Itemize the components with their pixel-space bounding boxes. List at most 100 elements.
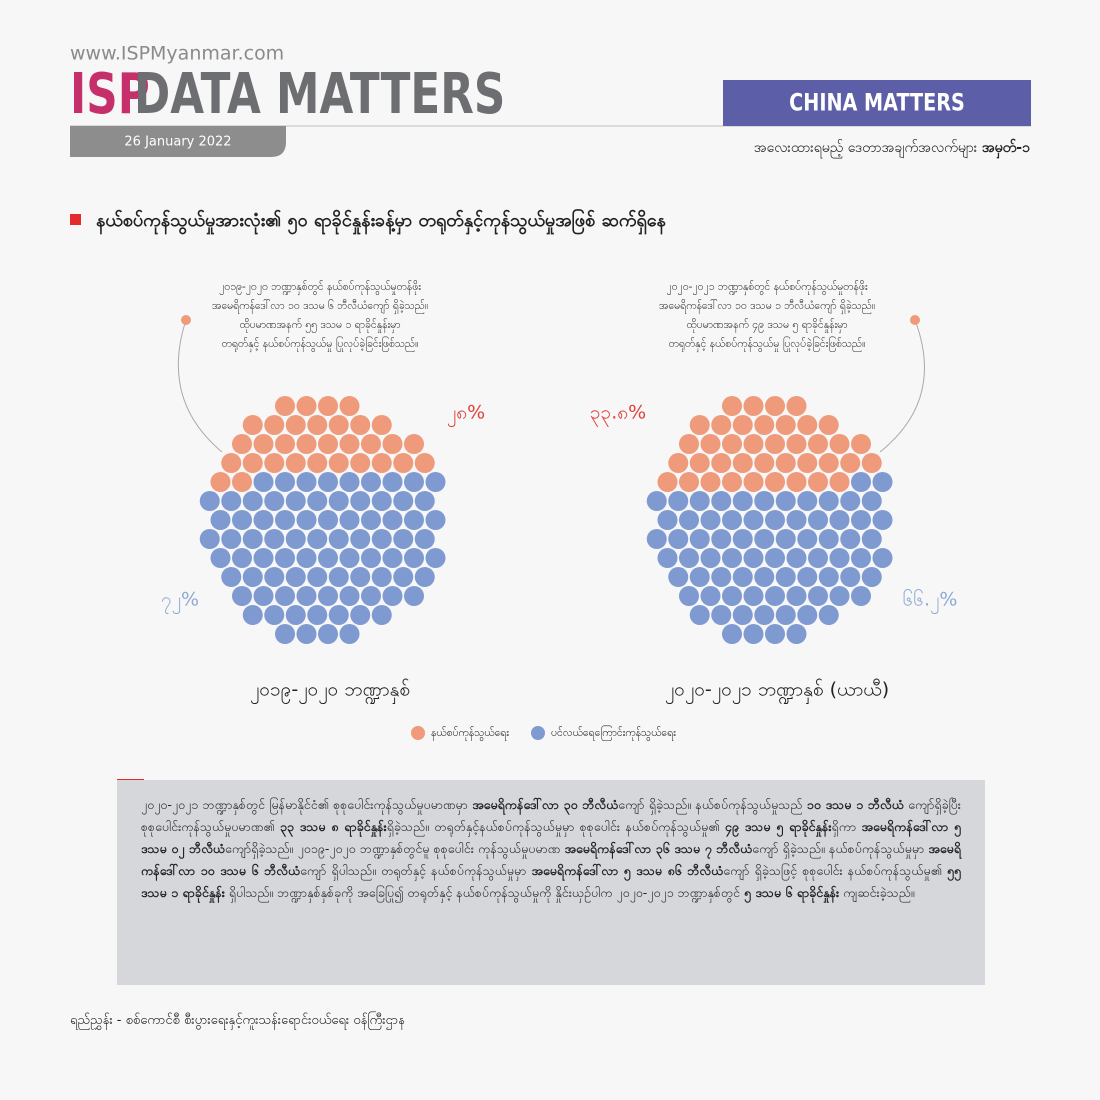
dot (786, 434, 807, 454)
dot (829, 586, 850, 606)
dot (679, 510, 699, 530)
dot (361, 472, 381, 492)
dot (732, 605, 753, 625)
dot (253, 434, 274, 454)
legend-label: ပင်လယ်ရေကြောင်းကုန်သွယ်ရေး (551, 725, 676, 741)
dot (797, 453, 818, 473)
dot (732, 415, 753, 435)
dot (711, 491, 732, 511)
paragraph-text: ၄၉ ဒသမ ၅ ရာခိုင်နှုန်း (724, 819, 832, 834)
dot (414, 529, 435, 549)
dot (808, 548, 828, 568)
dot (264, 605, 285, 625)
dot (754, 491, 775, 511)
dot (818, 491, 839, 511)
dot (296, 472, 317, 492)
dot (296, 624, 317, 644)
dot (350, 415, 371, 435)
dot (242, 453, 263, 473)
paragraph-text: အမေရိကန်ဒေါ်လာ ၁၀ ဒသမ ၆ ဘီလီယံ (141, 841, 962, 878)
dot (765, 434, 785, 454)
paragraph-text: ရှိပါသည်။ ဘဏ္ဍာနှစ်နှစ်ခုကို အခြေပြု၍ တရ… (224, 885, 744, 900)
dot (700, 510, 721, 530)
dot (275, 396, 295, 416)
dot (339, 586, 360, 606)
dot (253, 586, 274, 606)
dot (318, 586, 338, 606)
dot (339, 510, 360, 530)
paragraph-text: အမေရိကန်ဒေါ်လာ ၃၀ ဘီလီယံ (472, 797, 619, 812)
paragraph-text: ကျော် ရှိခဲ့သဖြင့် စုစုပေါင်း နယ်စပ်ကုန်… (723, 863, 947, 878)
dot (765, 624, 785, 644)
section-box (723, 80, 1031, 126)
dot (743, 434, 764, 454)
dot (285, 415, 306, 435)
dot (775, 453, 796, 473)
dot (232, 548, 252, 568)
dot (711, 415, 732, 435)
dot (743, 472, 764, 492)
dot (275, 586, 295, 606)
dot (689, 415, 710, 435)
dot (414, 567, 435, 587)
dot (840, 453, 861, 473)
dot (765, 510, 785, 530)
dot (754, 567, 775, 587)
dot (861, 453, 882, 473)
paragraph-text: ရှိခဲ့သည်။ တရုတ်နှင့်နယ်စပ်ကုန်သွယ်မှုမှ… (386, 819, 725, 834)
dot (765, 396, 785, 416)
date: 26 January 2022 (124, 135, 231, 150)
dot (199, 491, 220, 511)
paragraph-text: ကျော် ရှိခဲ့သည်။ နယ်စပ်ကုန်သွယ်မှုသည် (618, 797, 807, 812)
dot (232, 434, 252, 454)
value-label: ၃၃.၈% (590, 402, 646, 428)
dot (328, 567, 349, 587)
connector-dot (910, 315, 920, 325)
value-label: ၆၆.၂% (903, 588, 958, 615)
dot (657, 548, 678, 568)
dot (851, 434, 871, 454)
dot (285, 491, 306, 511)
dot (818, 529, 839, 549)
connector (879, 319, 925, 453)
dot (339, 624, 360, 644)
dot (275, 434, 295, 454)
dot (382, 434, 403, 454)
dot (872, 472, 893, 492)
dot (722, 586, 742, 606)
paragraph-text: ၂၀၂၀-၂၀၂၁ ဘဏ္ဍာနှစ်တွင် မြန်မာနိုင်ငံ၏ စ… (141, 797, 473, 812)
dot (296, 586, 317, 606)
dot (711, 453, 732, 473)
dot (264, 491, 285, 511)
dot (808, 586, 828, 606)
dot (242, 529, 263, 549)
annotation: အမေရိကန်ဒေါ်လာ ၁၀ ဒသမ ၁ ဘီလီယံကျော် ရှိခ… (659, 299, 875, 314)
dot (786, 624, 807, 644)
dot (296, 434, 317, 454)
dot (851, 510, 871, 530)
annotation: တရုတ်နှင့် နယ်စပ်ကုန်သွယ်မှု ပြုလုပ်ခဲ့ခ… (669, 336, 866, 352)
dot (242, 491, 263, 511)
dot (404, 548, 424, 568)
dot (264, 453, 285, 473)
dot (829, 472, 850, 492)
dot (371, 491, 392, 511)
dot (732, 453, 753, 473)
dot (754, 453, 775, 473)
dot (350, 453, 371, 473)
dot (339, 434, 360, 454)
dot (328, 529, 349, 549)
dot (700, 586, 721, 606)
dot (668, 491, 689, 511)
paragraph-text: ကျော် ရှိပါသည်။ တရုတ်နှင့် နယ်စပ်ကုန်သွယ… (300, 863, 532, 878)
dot (318, 510, 338, 530)
dot (318, 624, 338, 644)
dot (808, 510, 828, 530)
dot (722, 396, 742, 416)
dot (679, 586, 699, 606)
dot (657, 510, 678, 530)
dot (328, 415, 349, 435)
dot (689, 491, 710, 511)
connector (177, 319, 223, 453)
dot (722, 624, 742, 644)
